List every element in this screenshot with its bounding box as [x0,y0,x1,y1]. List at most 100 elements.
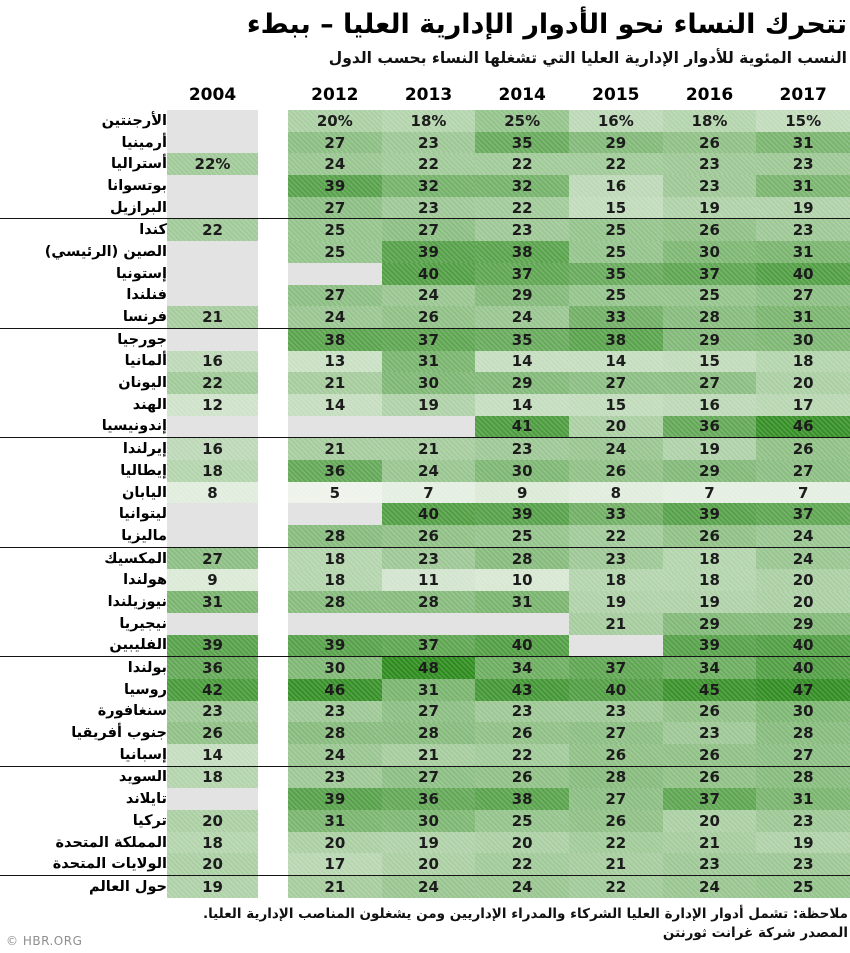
value-cell: 22 [475,853,569,876]
empty-cell [167,525,258,547]
table-row: فنلندا 27 24 29 25 25 27 [0,284,850,307]
value-cell: 20 [756,569,850,592]
value-cell: 24 [288,153,382,176]
value-cell: 39 [288,788,382,810]
column-gutter [258,153,288,176]
value-cell: 31 [381,350,476,373]
value-cell: 22 [568,525,663,547]
table-row: تركيا 20 31 30 25 26 20 23 [0,810,850,832]
value-cell: 21 [381,438,476,460]
value-cell: 23 [568,700,663,723]
value-cell: 16 [167,350,258,373]
value-cell: 26 [662,743,757,766]
country-label: إسبانيا [119,746,167,763]
table-row: روسيا 42 46 31 43 40 45 47 [0,678,850,701]
value-cell: 40 [381,262,476,285]
country-group: كندا 22 25 27 23 25 26 23 الصين (الرئيسي) 25 39 38 2… [0,218,850,328]
value-cell: 40 [756,657,850,679]
value-cell: 39 [167,634,258,657]
value-cell: 24 [288,743,382,766]
value-cell: 31 [756,175,850,197]
value-cell: 24 [475,876,569,898]
country-label: كندا [139,222,167,239]
empty-cell [568,634,663,657]
value-cell: 20 [381,853,476,876]
value-cell: 30 [662,241,757,263]
footnote-note: ملاحظة: تشمل أدوار الإدارة العليا الشركا… [202,905,848,922]
value-cell: 26 [167,722,258,744]
table-row: ألمانيا 16 13 31 14 14 15 18 [0,350,850,373]
value-cell: 16% [568,110,663,132]
value-cell: 20 [662,810,757,832]
column-gutter [258,831,288,854]
column-gutter [258,591,288,613]
country-label: الولايات المتحدة [52,856,167,873]
table-row: كندا 22 25 27 23 25 26 23 [0,219,850,242]
value-cell: 26 [662,131,757,154]
value-cell: 23 [381,131,476,154]
year-header: 2012 [311,84,359,105]
value-cell: 36 [662,415,757,438]
country-group: المكسيك 27 18 23 28 23 18 24 هولندا 9 18 11 10 18 18 20… [0,546,850,657]
value-cell: 22 [475,153,569,176]
value-cell: 46 [288,678,382,701]
value-cell: 34 [662,657,757,679]
value-cell: 19 [568,591,663,613]
column-gutter [258,503,288,526]
value-cell: 23 [381,547,476,570]
value-cell: 21 [568,612,663,635]
value-cell: 25 [475,810,569,832]
value-cell: 38 [475,788,569,810]
value-cell: 29 [475,372,569,394]
value-cell: 45 [662,678,757,701]
year-header: 2004 [188,84,237,105]
value-cell: 23 [167,700,258,723]
country-group: السويد 18 23 27 26 28 26 28 تايلاند 39 36 38 27 37 31 ت… [0,765,850,876]
value-cell: 24 [381,284,476,307]
country-group: إيرلندا 16 21 21 23 24 19 26 إيطاليا 18 36 24 30 26 29… [0,437,850,547]
table-row: ليتوانيا 40 39 33 39 37 [0,503,850,526]
value-cell: 40 [756,634,850,657]
value-cell: 21 [568,853,663,876]
value-cell: 18 [662,547,757,570]
value-cell: 23 [288,700,382,723]
country-label: فنلندا [126,287,167,304]
table-row: السويد 18 23 27 26 28 26 28 [0,766,850,789]
column-gutter [258,788,288,810]
empty-cell [288,503,382,526]
value-cell: 30 [381,372,476,394]
country-group: حول العالم 19 21 24 24 22 24 25 [0,875,850,898]
value-cell: 11 [381,569,476,592]
country-label: البرازيل [109,199,167,216]
value-cell: 23 [662,175,757,197]
column-gutter [258,110,288,132]
country-label: ألمانيا [124,353,167,370]
value-cell: 23 [475,438,569,460]
value-cell: 26 [568,460,663,482]
value-cell: 25 [288,219,382,242]
value-cell: 14 [167,743,258,766]
column-gutter [258,700,288,723]
value-cell: 15% [756,110,850,132]
value-cell: 31 [756,788,850,810]
value-cell: 28 [381,591,476,613]
credit-hbr: © HBR.ORG [6,934,83,948]
country-group: بولندا 36 30 48 34 37 34 40 روسيا 42 46 31 43 40 45 47 س… [0,656,850,766]
value-cell: 19 [381,831,476,854]
value-cell: 27 [288,196,382,219]
year-header-row: 2004 2012 2013 2014 2015 2016 2017 [0,82,850,107]
empty-cell [167,131,258,154]
value-cell: 27 [568,788,663,810]
column-gutter [258,547,288,570]
value-cell: 26 [475,766,569,789]
country-label: تركيا [132,812,167,829]
value-cell: 17 [756,393,850,416]
year-header: 2015 [592,84,640,105]
value-cell: 16 [662,393,757,416]
value-cell: 18 [568,569,663,592]
value-cell: 41 [475,415,569,438]
empty-cell [288,262,382,285]
value-cell: 22 [568,153,663,176]
value-cell: 40 [756,262,850,285]
value-cell: 26 [475,722,569,744]
